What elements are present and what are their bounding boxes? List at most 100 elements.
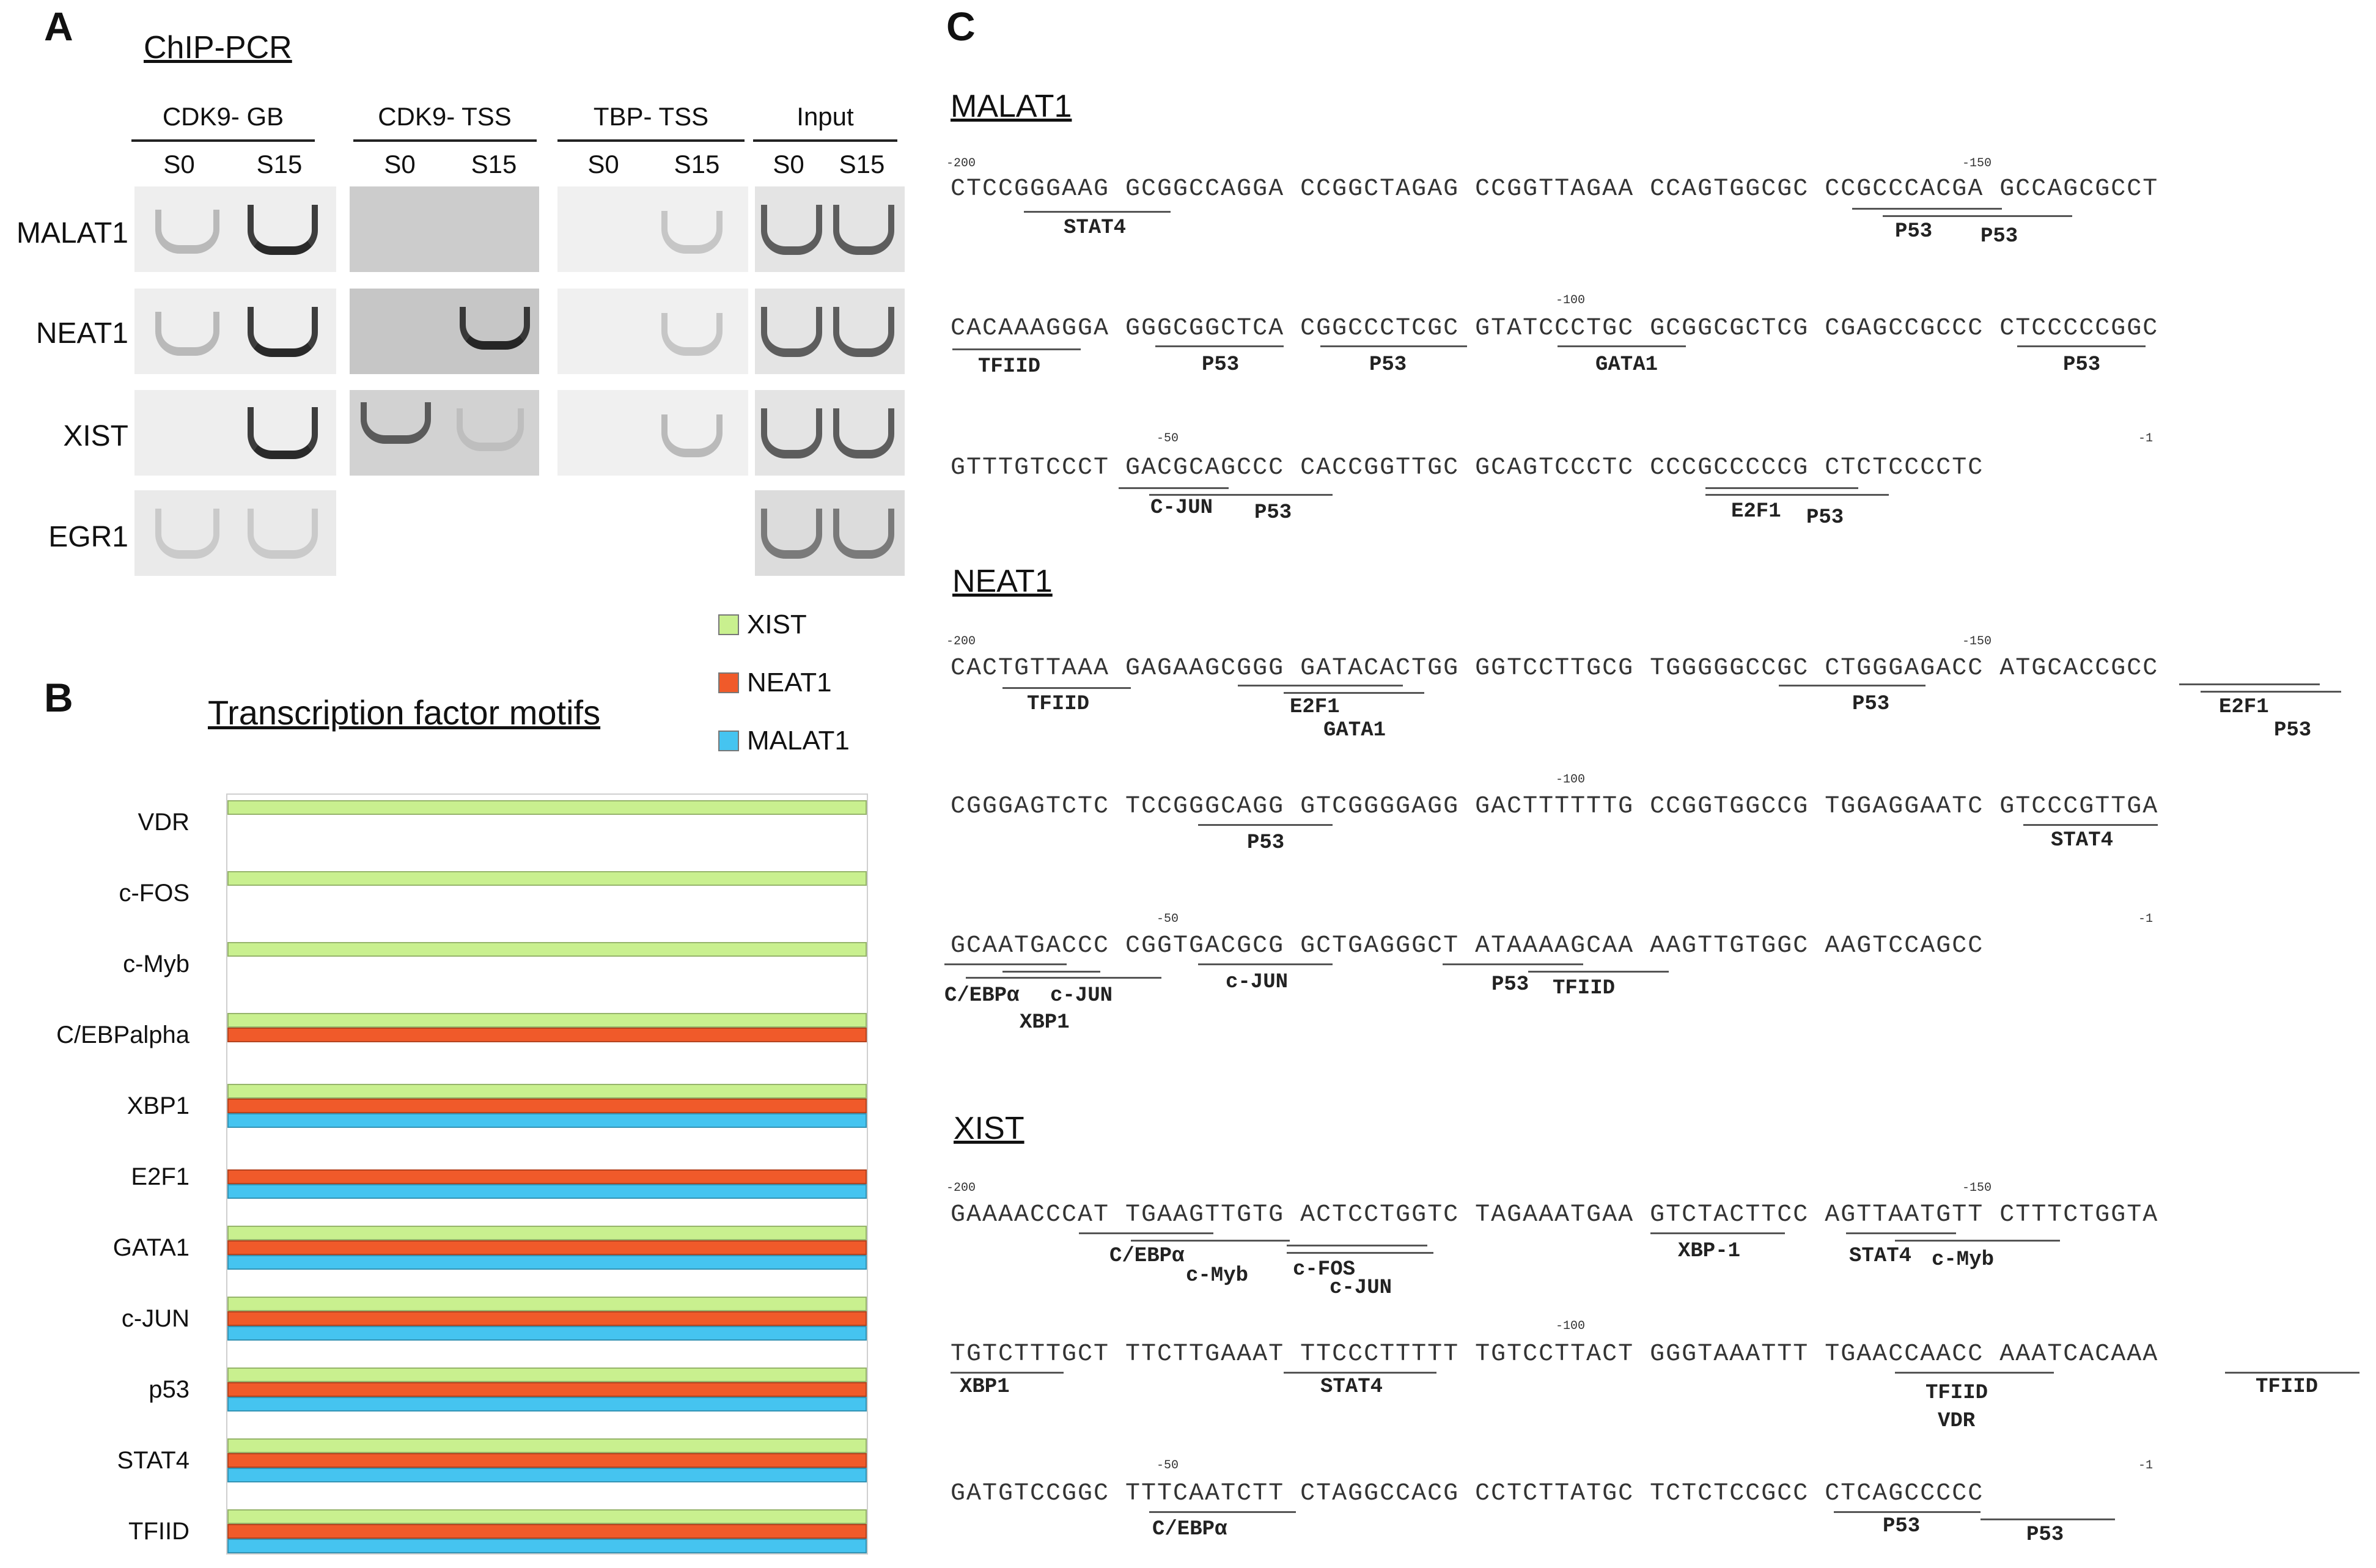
bar-xist bbox=[227, 1084, 867, 1099]
lane-label: S0 bbox=[587, 150, 619, 179]
motif-underline bbox=[1287, 1245, 1427, 1246]
motif-underline bbox=[1852, 208, 2002, 210]
gel-band bbox=[661, 414, 723, 457]
motif-underline bbox=[944, 963, 1067, 965]
sequence-line: CACAAAGGGA GGGCGGCTCA CGGCCCTCGC GTATCCC… bbox=[951, 315, 2159, 342]
lane-label: S0 bbox=[163, 150, 195, 179]
motif-bar-chart: VDR c-FOS c-Myb C/EBPalpha XBP1 E2F1 GATA1 c-JU… bbox=[0, 0, 917, 1568]
bar-xist bbox=[227, 942, 867, 957]
motif-label: c-JUN bbox=[1226, 971, 1289, 994]
motif-underline bbox=[1198, 963, 1333, 965]
group-rule bbox=[557, 139, 745, 142]
position-marker: -100 bbox=[1556, 773, 1586, 787]
motif-label: P53 bbox=[2274, 719, 2312, 742]
bar-neat1 bbox=[227, 1099, 867, 1113]
motif-label: GATA1 bbox=[1595, 353, 1658, 377]
group-rule bbox=[131, 139, 315, 142]
motif-underline bbox=[1705, 494, 1889, 496]
motif-label: STAT4 bbox=[2051, 829, 2114, 852]
bar-xist bbox=[227, 1438, 867, 1453]
gel-band bbox=[361, 402, 431, 444]
gel-band bbox=[155, 312, 219, 356]
category-label: E2F1 bbox=[131, 1163, 189, 1190]
position-marker: -50 bbox=[1157, 432, 1179, 446]
lane-label: S15 bbox=[471, 150, 517, 179]
motif-label: c-Myb bbox=[1932, 1248, 1995, 1272]
gel-band bbox=[761, 307, 822, 357]
motif-underline bbox=[1705, 487, 1858, 489]
motif-underline bbox=[1002, 687, 1131, 689]
motif-underline bbox=[1846, 1232, 1956, 1234]
gel-band bbox=[833, 509, 894, 559]
motif-label: P53 bbox=[1981, 225, 2018, 248]
gel-band bbox=[155, 509, 219, 559]
bar-neat1 bbox=[227, 1311, 867, 1326]
category-label: TFIID bbox=[128, 1518, 189, 1545]
lane-label: S0 bbox=[384, 150, 416, 179]
group-header: CDK9- TSS bbox=[378, 102, 512, 131]
gel-image bbox=[557, 289, 748, 374]
chip-pcr-title: ChIP-PCR bbox=[144, 30, 292, 65]
motif-label: P53 bbox=[1895, 220, 1933, 243]
motif-underline bbox=[1650, 1232, 1785, 1234]
lane-label: S0 bbox=[773, 150, 804, 179]
gel-band bbox=[155, 210, 219, 254]
bar-malat1 bbox=[227, 1326, 867, 1341]
bar-neat1 bbox=[227, 1169, 867, 1184]
bar-neat1 bbox=[227, 1382, 867, 1397]
motif-underline bbox=[1198, 824, 1333, 826]
motif-label: TFIID bbox=[1553, 977, 1616, 1000]
motif-underline bbox=[1895, 1372, 2054, 1374]
sequence-line: CACTGTTAAA GAGAAGCGGG GATACACTGG GGTCCTT… bbox=[951, 655, 2159, 682]
motif-label: XBP1 bbox=[1020, 1011, 1070, 1034]
gel-image bbox=[755, 289, 905, 374]
bar-malat1 bbox=[227, 1255, 867, 1270]
motif-label: C/EBPα bbox=[1109, 1245, 1185, 1268]
motif-label: P53 bbox=[1247, 831, 1285, 855]
gel-image bbox=[134, 289, 336, 374]
motif-underline bbox=[1149, 494, 1333, 496]
gel-band bbox=[248, 307, 318, 357]
bar-malat1 bbox=[227, 1113, 867, 1128]
gel-image bbox=[755, 490, 905, 576]
motif-label: XBP1 bbox=[960, 1375, 1010, 1399]
sequence-line: GATGTCCGGC TTTCAATCTT CTAGGCCACG CCTCTTA… bbox=[951, 1480, 1984, 1507]
section-title-xist: XIST bbox=[954, 1111, 1024, 1146]
bar-xist bbox=[227, 1297, 867, 1311]
plot-area bbox=[226, 793, 868, 1555]
motif-underline bbox=[1149, 1511, 1296, 1513]
motif-label: P53 bbox=[2063, 353, 2101, 377]
gel-band bbox=[248, 407, 318, 459]
gel-row-label: XIST bbox=[63, 420, 128, 452]
motif-label: TFIID bbox=[1027, 693, 1090, 716]
motif-label: STAT4 bbox=[1849, 1245, 1912, 1268]
motif-label: C/EBPα bbox=[944, 984, 1020, 1007]
bar-neat1 bbox=[227, 1524, 867, 1539]
sequence-line: GCAATGACCC CGGTGACGCG GCTGAGGGCT ATAAAAG… bbox=[951, 932, 1984, 960]
bar-xist bbox=[227, 871, 867, 886]
motif-underline bbox=[966, 977, 1161, 979]
motif-label: c-FOS bbox=[1293, 1258, 1356, 1281]
sequence-line: TGTCTTTGCT TTCTTGAAAT TTCCCTTTTT TGTCCTT… bbox=[951, 1341, 2159, 1368]
legend-label-malat1: MALAT1 bbox=[747, 726, 850, 756]
motif-underline bbox=[1895, 1240, 2060, 1242]
motif-underline bbox=[1834, 1511, 1981, 1513]
gel-image bbox=[350, 186, 539, 272]
bar-malat1 bbox=[227, 1184, 867, 1199]
section-title-neat1: NEAT1 bbox=[952, 564, 1053, 599]
section-title-malat1: MALAT1 bbox=[951, 89, 1072, 124]
gel-image bbox=[755, 390, 905, 476]
chart-title: Transcription factor motifs bbox=[208, 693, 601, 732]
lane-label: S15 bbox=[674, 150, 720, 179]
motif-underline bbox=[951, 1372, 1064, 1374]
gel-row-label: EGR1 bbox=[48, 521, 128, 553]
motif-label: E2F1 bbox=[1731, 500, 1781, 523]
gel-image bbox=[350, 390, 539, 476]
gel-image bbox=[557, 186, 748, 272]
motif-label: E2F1 bbox=[2219, 696, 2269, 719]
motif-underline bbox=[1284, 692, 1424, 694]
gel-band bbox=[460, 307, 530, 350]
gel-band bbox=[661, 211, 723, 254]
motif-label: c-JUN bbox=[1050, 984, 1113, 1007]
group-rule bbox=[753, 139, 897, 142]
